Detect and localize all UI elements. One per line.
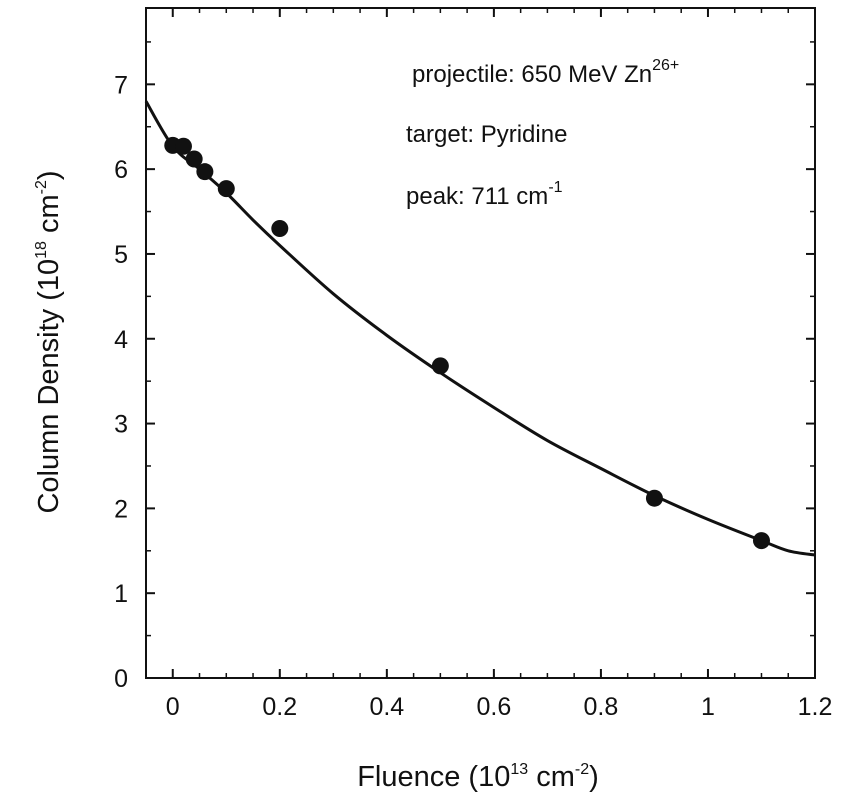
x-tick-label: 0.4: [369, 693, 404, 721]
data-point: [645, 489, 663, 507]
x-tick-label: 0.8: [584, 693, 619, 721]
x-tick-label: 0.2: [262, 693, 297, 721]
fit-curve: [144, 100, 816, 557]
x-axis-title: Fluence (1013 cm-2): [357, 761, 599, 793]
y-tick-label: 5: [114, 241, 128, 269]
data-point: [174, 137, 192, 155]
x-tick-label: 0.6: [476, 693, 511, 721]
x-tick-label: 0: [166, 693, 180, 721]
plot-frame: [145, 7, 816, 679]
annotation-target: target: Pyridine: [406, 121, 567, 148]
y-tick-label: 0: [114, 665, 128, 693]
y-tick-label: 4: [114, 326, 128, 354]
y-tick-label: 6: [114, 156, 128, 184]
y-tick-label: 7: [114, 71, 128, 99]
x-tick-label: 1: [701, 693, 715, 721]
x-tick-label: 1.2: [798, 693, 833, 721]
annotation-projectile: projectile: 650 MeV Zn26+: [412, 57, 679, 88]
annotation-peak: peak: 711 cm-1: [406, 179, 563, 210]
y-tick-label: 3: [114, 411, 128, 439]
data-point: [196, 163, 214, 181]
data-point: [271, 220, 289, 238]
data-point: [185, 150, 203, 168]
data-point: [752, 532, 770, 550]
y-axis-title: Column Density (1018 cm-2): [33, 170, 65, 513]
y-tick-label: 2: [114, 495, 128, 523]
data-point: [431, 357, 449, 375]
data-point: [217, 180, 235, 198]
y-tick-label: 1: [114, 580, 128, 608]
